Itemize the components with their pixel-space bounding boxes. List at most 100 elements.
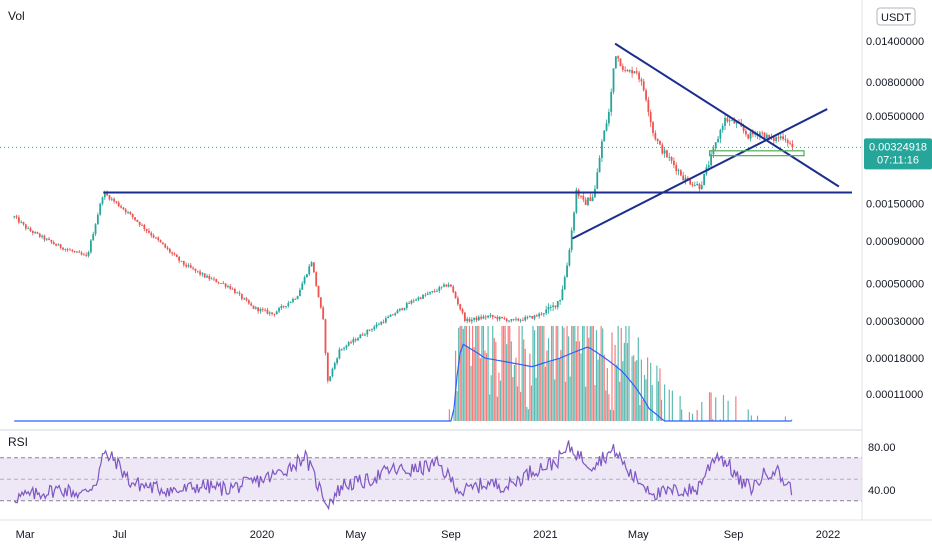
candle	[436, 288, 438, 293]
time-tick-label: 2022	[816, 529, 840, 541]
volume-bar	[628, 325, 630, 421]
volume-bar	[660, 399, 663, 421]
candle	[384, 316, 387, 324]
volume-bar	[625, 325, 627, 421]
triangle-lower-line[interactable]	[572, 108, 828, 240]
quote-unit-badge[interactable]: USDT	[876, 7, 916, 26]
candle	[614, 56, 617, 69]
candle	[438, 285, 441, 294]
candle	[405, 301, 408, 311]
candle	[621, 63, 624, 72]
volume-bar	[605, 390, 607, 421]
time-tick-label: Sep	[441, 529, 461, 541]
candle	[45, 237, 48, 242]
time-axis[interactable]: Mar Jul 2020 May Sep 2021 May Sep 2022	[16, 529, 841, 541]
candle	[417, 296, 420, 302]
candle	[178, 255, 181, 264]
main-pane[interactable]: Vol	[0, 9, 862, 422]
candle	[87, 250, 90, 258]
candle	[326, 352, 329, 384]
candle	[171, 251, 174, 257]
volume-bar	[577, 325, 579, 421]
candle	[324, 318, 327, 356]
candle	[440, 286, 443, 290]
candle	[661, 142, 664, 155]
volume-bar	[581, 325, 584, 421]
volume-bar	[513, 365, 516, 421]
candle	[373, 324, 376, 332]
volume-bar	[598, 354, 601, 421]
candle	[647, 96, 650, 117]
price-axis[interactable]: 0.01400000 0.00800000 0.00500000 0.00150000…	[866, 36, 924, 401]
candle	[612, 68, 615, 95]
candle	[563, 275, 566, 291]
volume-bar	[608, 394, 610, 421]
trendline-drawings[interactable]	[103, 42, 853, 240]
candle	[663, 146, 666, 158]
volume-bar	[572, 325, 574, 421]
volume-bar	[620, 327, 622, 421]
candle	[347, 341, 350, 347]
candle	[584, 197, 587, 206]
candle	[561, 285, 564, 301]
triangle-upper-line[interactable]	[614, 42, 840, 188]
volume-bar	[467, 346, 469, 421]
candle	[124, 207, 127, 215]
candle	[310, 261, 313, 267]
volume-bar	[456, 391, 458, 421]
rsi-axis[interactable]: 80.00 40.00	[868, 442, 896, 497]
candle	[199, 269, 201, 277]
support-zone[interactable]	[708, 150, 805, 157]
candle	[120, 204, 122, 209]
candle	[352, 336, 355, 346]
volume-bar	[643, 375, 646, 421]
candle	[340, 348, 343, 351]
candle	[108, 194, 111, 201]
volume-bar	[552, 325, 554, 421]
candle	[619, 58, 622, 67]
candle	[134, 217, 136, 222]
price-tick-label: 0.00150000	[866, 199, 924, 211]
volume-bar	[485, 353, 488, 421]
candle	[359, 333, 362, 339]
candle	[155, 236, 157, 239]
volume-bar	[592, 325, 594, 421]
volume-bar	[671, 390, 673, 421]
candle	[252, 305, 255, 310]
candle	[301, 281, 304, 290]
candle	[401, 307, 404, 311]
candle	[559, 299, 561, 305]
candle	[765, 132, 768, 139]
rsi-pane[interactable]: RSI	[0, 435, 862, 511]
candle	[371, 328, 373, 333]
candle	[503, 316, 506, 321]
candle	[382, 319, 385, 324]
candle	[626, 69, 629, 72]
volume-bar	[611, 332, 613, 421]
volume-bar	[479, 358, 481, 421]
candle	[429, 291, 431, 296]
volume-bar	[461, 325, 463, 421]
volume-bar	[487, 325, 489, 421]
volume-bar	[499, 380, 502, 421]
candle	[633, 71, 636, 74]
candle	[772, 135, 775, 145]
candle	[450, 284, 452, 288]
volume-bar	[489, 394, 491, 421]
volume-bar	[602, 328, 604, 421]
candle	[64, 248, 67, 252]
candle	[136, 219, 139, 223]
volume-bar	[564, 381, 567, 421]
volume-bar	[595, 330, 598, 421]
candle	[477, 315, 480, 322]
volume-bar	[640, 359, 642, 421]
volume-bar	[586, 325, 588, 421]
candle	[48, 237, 50, 241]
candle	[410, 299, 413, 305]
candle	[721, 123, 724, 133]
candle	[150, 231, 153, 238]
candle	[517, 317, 520, 322]
candle	[245, 296, 248, 302]
candle	[175, 253, 178, 258]
